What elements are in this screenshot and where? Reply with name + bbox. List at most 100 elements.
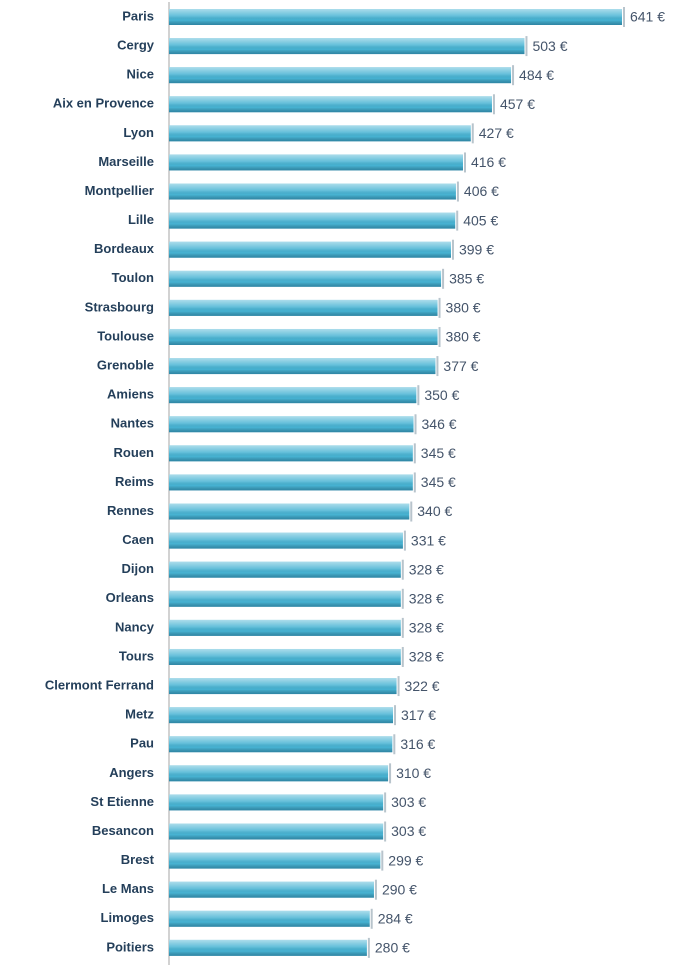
category-label: Reims — [115, 474, 154, 489]
bar-highlight — [169, 474, 413, 491]
category-label: Dijon — [122, 561, 155, 576]
category-label: Metz — [125, 707, 154, 722]
category-label: Toulouse — [97, 328, 154, 343]
bar-highlight — [169, 881, 374, 898]
value-label: 328 € — [409, 591, 444, 607]
value-label: 328 € — [409, 649, 444, 665]
value-label: 377 € — [443, 358, 478, 374]
bar-highlight — [169, 561, 401, 578]
bar-highlight — [169, 154, 463, 171]
category-label: Toulon — [112, 270, 154, 285]
category-label: Nancy — [115, 619, 155, 634]
value-label: 484 € — [519, 67, 554, 83]
category-label: Limoges — [101, 910, 154, 925]
bar-highlight — [169, 358, 436, 375]
bar-highlight — [169, 590, 401, 607]
value-label: 310 € — [396, 765, 431, 781]
value-label: 328 € — [409, 561, 444, 577]
category-label: Strasbourg — [85, 299, 154, 314]
category-label: Amiens — [107, 387, 154, 402]
category-label: Nantes — [111, 416, 154, 431]
bar-highlight — [169, 299, 438, 316]
bar-highlight — [169, 9, 622, 25]
category-label: St Etienne — [90, 794, 154, 809]
value-label: 641 € — [630, 9, 665, 25]
value-label: 399 € — [459, 241, 494, 257]
value-label: 350 € — [424, 387, 459, 403]
bar-highlight — [169, 270, 442, 287]
value-label: 328 € — [409, 620, 444, 636]
category-label: Tours — [119, 648, 154, 663]
value-label: 331 € — [411, 532, 446, 548]
bar-highlight — [169, 939, 367, 956]
bar-highlight — [169, 387, 417, 404]
bar-highlight — [169, 910, 370, 927]
category-label: Besancon — [92, 823, 154, 838]
bar-highlight — [169, 503, 410, 520]
category-label: Montpellier — [85, 183, 154, 198]
value-label: 303 € — [391, 823, 426, 839]
value-label: 284 € — [378, 910, 413, 926]
category-label: Poitiers — [106, 939, 154, 954]
value-label: 457 € — [500, 96, 535, 112]
category-label: Pau — [130, 736, 154, 751]
value-label: 303 € — [391, 794, 426, 810]
category-label: Angers — [109, 765, 154, 780]
category-label: Bordeaux — [94, 241, 155, 256]
category-label: Rennes — [107, 503, 154, 518]
value-label: 316 € — [400, 736, 435, 752]
category-label: Rouen — [114, 445, 155, 460]
bar-highlight — [169, 794, 384, 811]
bar-highlight — [169, 328, 438, 345]
bar-highlight — [169, 648, 401, 665]
bar-highlight — [169, 125, 471, 142]
bar-highlight — [169, 823, 384, 840]
bar-highlight — [169, 765, 389, 782]
value-label: 322 € — [405, 678, 440, 694]
value-label: 345 € — [421, 445, 456, 461]
bar-highlight — [169, 619, 401, 636]
value-label: 380 € — [446, 329, 481, 345]
value-label: 405 € — [463, 212, 498, 228]
value-label: 416 € — [471, 154, 506, 170]
value-label: 280 € — [375, 940, 410, 956]
category-label: Aix en Provence — [53, 96, 154, 111]
value-label: 317 € — [401, 707, 436, 723]
bar-highlight — [169, 445, 413, 462]
category-label: Nice — [127, 67, 154, 82]
bar-highlight — [169, 852, 381, 869]
category-label: Le Mans — [102, 881, 154, 896]
bar-highlight — [169, 736, 393, 753]
bar-highlight — [169, 678, 397, 695]
bar-highlight — [169, 96, 492, 113]
value-label: 299 € — [388, 852, 423, 868]
value-label: 346 € — [422, 416, 457, 432]
category-label: Lyon — [123, 125, 154, 140]
category-label: Marseille — [98, 154, 154, 169]
bar-highlight — [169, 183, 456, 200]
category-label: Cergy — [117, 38, 155, 53]
bar-highlight — [169, 67, 512, 84]
category-label: Paris — [122, 8, 154, 23]
category-label: Lille — [128, 212, 154, 227]
category-label: Caen — [122, 532, 154, 547]
value-label: 385 € — [449, 271, 484, 287]
bar-highlight — [169, 532, 403, 549]
value-label: 340 € — [417, 503, 452, 519]
value-label: 406 € — [464, 183, 499, 199]
value-label: 290 € — [382, 881, 417, 897]
bar-highlight — [169, 38, 525, 55]
category-label: Grenoble — [97, 358, 154, 373]
bar-highlight — [169, 241, 451, 258]
category-label: Clermont Ferrand — [45, 678, 154, 693]
bar-highlight — [169, 212, 456, 229]
bar-highlight — [169, 707, 394, 724]
value-label: 427 € — [479, 125, 514, 141]
category-label: Orleans — [106, 590, 154, 605]
category-label: Brest — [121, 852, 155, 867]
value-label: 345 € — [421, 474, 456, 490]
bar-highlight — [169, 416, 414, 433]
value-label: 503 € — [532, 38, 567, 54]
